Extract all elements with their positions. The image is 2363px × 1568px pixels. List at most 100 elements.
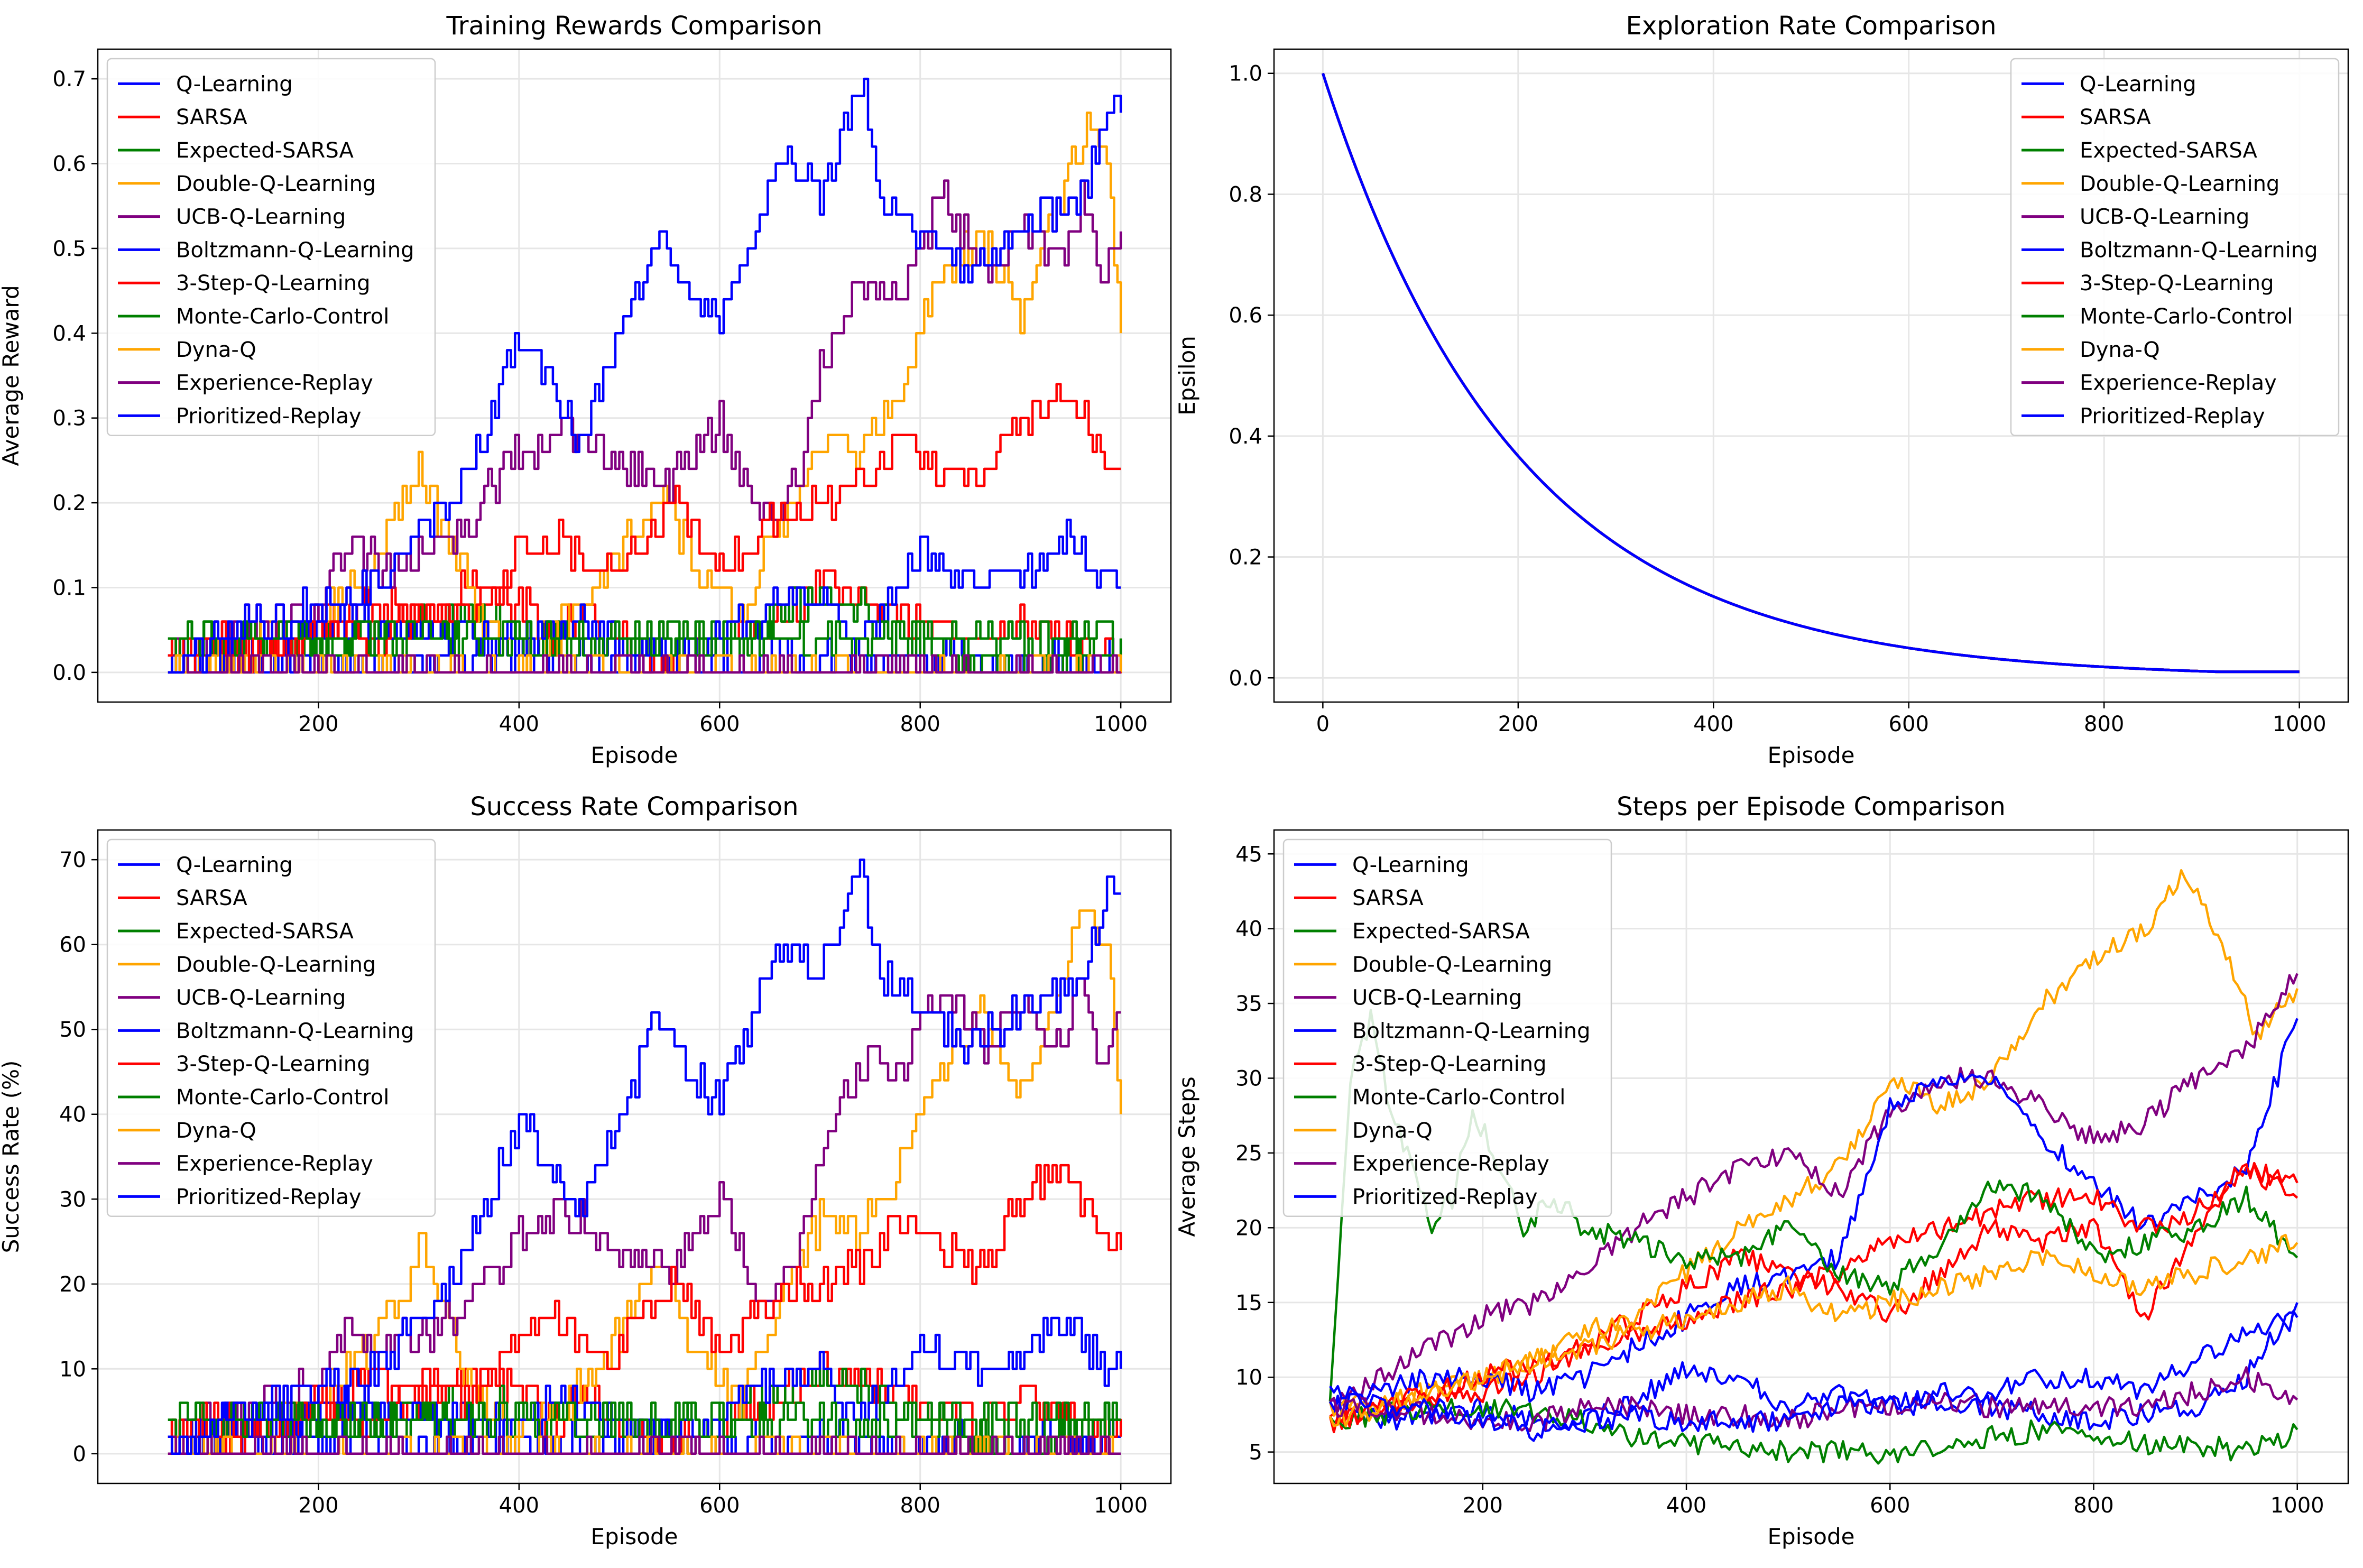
series-lines (1322, 72, 2300, 674)
series-line-monte-carlo-control (168, 620, 1122, 657)
legend-box (1282, 838, 1612, 1217)
legend-label: Monte-Carlo-Control (1352, 1085, 1565, 1110)
legend-label: 3-Step-Q-Learning (176, 271, 371, 296)
legend-label: Dyna-Q (176, 1119, 256, 1143)
y-tick-label: 25 (1235, 1141, 1262, 1166)
y-tick-label: 0.3 (52, 407, 86, 431)
legend-label: Q-Learning (176, 853, 293, 877)
axes-frame (1273, 829, 2349, 1484)
x-tick-label: 200 (298, 712, 338, 736)
series-line-monte-carlo-control (168, 1401, 1121, 1438)
series-line-experience-replay (168, 654, 1121, 674)
legend-label: Boltzmann-Q-Learning (176, 238, 414, 262)
y-tick-label: 0.1 (52, 576, 86, 600)
y-tick-label: 0.0 (1229, 666, 1262, 690)
legend-label: Experience-Replay (176, 371, 373, 395)
y-tick-label: 0.7 (52, 67, 86, 91)
legend-label: Prioritized-Replay (1352, 1185, 1538, 1209)
chart-title: Exploration Rate Comparison (1626, 11, 1997, 41)
y-tick-label: 40 (1235, 917, 1262, 942)
legend-label: UCB-Q-Learning (2080, 205, 2249, 229)
x-tick-label: 600 (699, 712, 740, 736)
legend-box (2010, 58, 2340, 437)
legend-label: 3-Step-Q-Learning (1352, 1052, 1547, 1076)
x-tick-label: 800 (2073, 1493, 2113, 1518)
series-line-experience-replay (168, 1435, 1121, 1455)
subplot-1: 200 400 600 800 1000 0.0 0.1 0.2 0.3 0.4 0.5 0.6 0.7… (0, 11, 1172, 768)
series-line-prioritized-replay (168, 858, 1121, 1455)
y-tick-label: 0.4 (1229, 425, 1262, 449)
legend-label: 3-Step-Q-Learning (2080, 271, 2274, 296)
chart-title: Training Rewards Comparison (446, 11, 822, 41)
legend-label: Double-Q-Learning (176, 953, 376, 977)
y-axis-label: Average Reward (0, 285, 24, 466)
subplot-3: 200 400 600 800 1000 0 10 20 30 40 50 60 70 Success R… (0, 792, 1172, 1549)
x-tick-label: 200 (298, 1493, 338, 1518)
legend-label: Dyna-Q (1352, 1119, 1433, 1143)
series-line-3-step-q-learning (168, 383, 1121, 674)
series-line-ucb-q-learning (168, 179, 1122, 657)
legend-label: 3-Step-Q-Learning (176, 1052, 371, 1076)
series-lines (1328, 869, 2299, 1465)
x-axis-label: Episode (1768, 742, 1855, 768)
y-tick-label: 0.6 (1229, 303, 1262, 328)
y-tick-label: 10 (1235, 1366, 1262, 1390)
legend: Q-Learning SARSA Expected-SARSA Double-Q-Le… (106, 58, 436, 437)
legend: Q-Learning SARSA Expected-SARSA Double-Q-Le… (106, 838, 436, 1217)
x-tick-label: 1000 (1094, 1493, 1148, 1518)
legend-label: UCB-Q-Learning (1352, 986, 1522, 1010)
series-line-q-learning (1328, 1302, 2299, 1433)
legend-label: Dyna-Q (2080, 338, 2160, 362)
legend-label: Boltzmann-Q-Learning (176, 1019, 414, 1043)
x-tick-label: 200 (1463, 1493, 1503, 1518)
y-tick-label: 1.0 (1229, 62, 1262, 86)
x-tick-label: 600 (1870, 1493, 1910, 1518)
y-tick-label: 0.8 (1229, 182, 1262, 207)
y-tick-label: 60 (59, 933, 86, 957)
series-line-dyna-q (1328, 1233, 2299, 1428)
legend-label: Experience-Replay (1352, 1152, 1549, 1176)
axes-frame (97, 829, 1172, 1484)
legend-label: SARSA (176, 886, 247, 910)
y-tick-label: 40 (59, 1103, 86, 1127)
y-tick-label: 35 (1235, 992, 1262, 1016)
y-tick-label: 0.4 (52, 321, 86, 346)
y-axis-label: Average Steps (1174, 1076, 1200, 1237)
legend-label: Q-Learning (176, 72, 293, 96)
series-line-3-step-q-learning (1328, 1161, 2299, 1434)
legend-label: Boltzmann-Q-Learning (2080, 238, 2318, 262)
y-tick-label: 30 (1235, 1067, 1262, 1091)
x-tick-label: 600 (1889, 712, 1929, 736)
x-tick-label: 800 (2084, 712, 2124, 736)
x-tick-label: 1000 (2273, 712, 2327, 736)
series-line-ucb-q-learning (1329, 973, 2299, 1413)
y-tick-label: 0.5 (52, 237, 86, 261)
legend-label: Expected-SARSA (176, 139, 354, 163)
subplot-2: 0 200 400 600 800 1000 0.0 0.2 0.4 0.6 0.8 1.0 Explo… (1174, 11, 2349, 768)
legend-label: Expected-SARSA (176, 919, 354, 944)
series-line-boltzmann-q-learning (168, 518, 1121, 674)
x-tick-label: 0 (1316, 712, 1330, 736)
legend: Q-Learning SARSA Expected-SARSA Double-Q-Le… (2010, 58, 2340, 437)
legend-label: SARSA (2080, 105, 2151, 130)
subplot-4: 200 400 600 800 1000 5 10 15 20 25 30 35 40 45 Steps p… (1174, 792, 2349, 1549)
y-tick-label: 45 (1235, 842, 1262, 866)
legend-label: Experience-Replay (2080, 371, 2277, 395)
legend-label: Prioritized-Replay (176, 1185, 362, 1209)
legend-label: Double-Q-Learning (176, 172, 376, 196)
x-axis-label: Episode (591, 1524, 678, 1549)
legend-label: Experience-Replay (176, 1152, 373, 1176)
y-tick-label: 70 (59, 848, 86, 872)
legend-label: Monte-Carlo-Control (176, 1085, 389, 1110)
y-tick-label: 50 (59, 1018, 86, 1042)
legend-box (106, 58, 436, 437)
legend: Q-Learning SARSA Expected-SARSA Double-Q-Le… (1282, 838, 1612, 1217)
y-tick-label: 15 (1235, 1291, 1262, 1315)
y-tick-label: 0.6 (52, 152, 86, 177)
chart-title: Steps per Episode Comparison (1617, 792, 2006, 822)
series-line-prioritized-replay (1322, 72, 2300, 674)
x-tick-label: 400 (499, 712, 539, 736)
legend-label: Prioritized-Replay (2080, 404, 2265, 428)
legend-label: SARSA (1352, 886, 1424, 910)
series-line-prioritized-replay (1328, 1309, 2299, 1442)
